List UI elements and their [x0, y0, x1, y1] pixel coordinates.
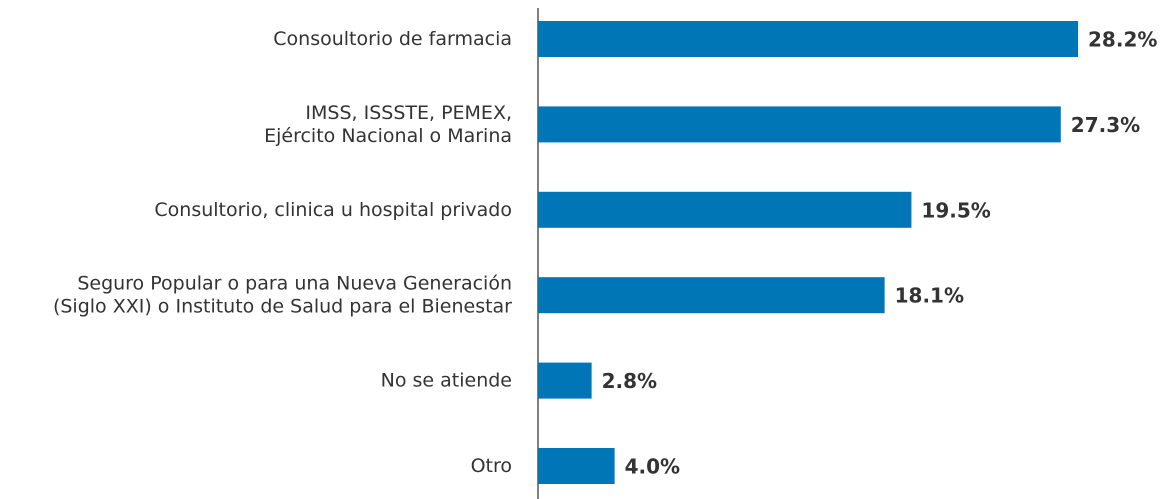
bar: [538, 448, 615, 484]
category-label: Consultorio, clinica u hospital privado: [154, 198, 512, 220]
category-label: No se atiende: [381, 369, 512, 391]
category-line: IMSS, ISSSTE, PEMEX,: [305, 101, 512, 123]
category-line: Consoultorio de farmacia: [273, 28, 512, 50]
bar: [538, 191, 912, 228]
bar: [538, 277, 885, 314]
value-label: 2.8%: [602, 369, 657, 393]
category-line: Consultorio, clinica u hospital privado: [154, 198, 512, 220]
bar: [538, 21, 1079, 57]
category-line: Otro: [471, 455, 512, 477]
value-label: 28.2%: [1088, 28, 1157, 52]
value-label: 27.3%: [1071, 113, 1140, 137]
category-line: No se atiende: [381, 369, 512, 391]
value-label: 4.0%: [625, 455, 680, 479]
category-label: Seguro Popular o para una Nueva Generaci…: [53, 272, 512, 317]
bar: [538, 106, 1061, 143]
category-line: (Siglo XXI) o Instituto de Salud para el…: [53, 295, 512, 317]
category-line: Ejército Nacional o Marina: [264, 124, 512, 146]
value-label: 19.5%: [921, 198, 990, 222]
category-label: IMSS, ISSSTE, PEMEX, Ejército Nacional o …: [264, 101, 512, 146]
category-label: Consoultorio de farmacia: [273, 28, 512, 50]
category-line: Seguro Popular o para una Nueva Generaci…: [77, 272, 512, 294]
bar: [538, 362, 592, 399]
value-label: 18.1%: [895, 284, 964, 308]
category-label: Otro: [471, 455, 512, 477]
